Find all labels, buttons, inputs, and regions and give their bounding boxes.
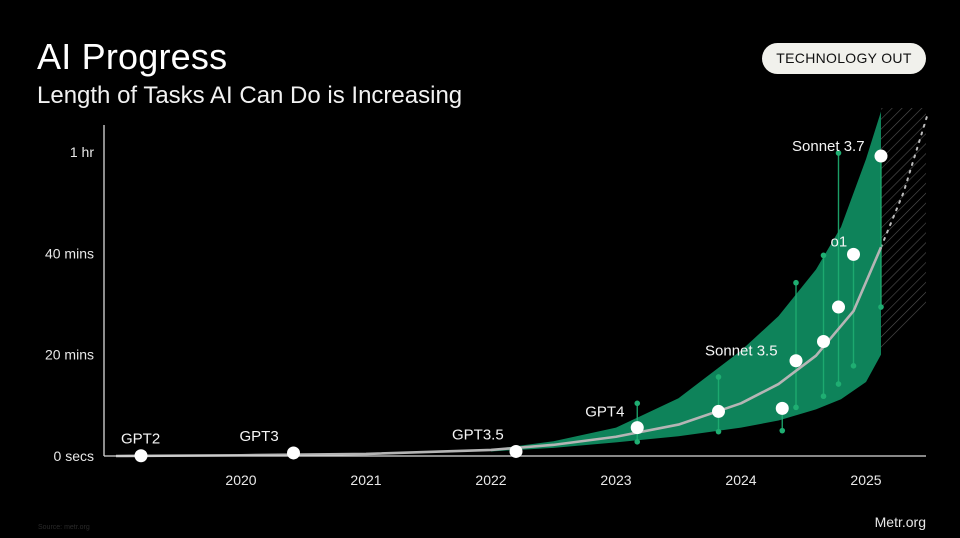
source-credit[interactable]: Metr.org [874,514,926,530]
data-point [847,247,860,261]
x-tick-label: 2021 [350,472,381,488]
data-point [832,300,845,314]
x-tick-label: 2024 [725,472,756,488]
error-bar-low-cap [715,428,722,435]
data-point [287,446,300,460]
point-label: GPT3.5 [452,426,504,443]
projection-area [881,108,926,355]
source-note: Source: metr.org [38,524,90,531]
technology-out-badge[interactable]: TECHNOLOGY OUT [762,43,926,74]
page-subtitle: Length of Tasks AI Can Do is Increasing [37,82,463,109]
error-bar-low-cap [878,304,884,310]
x-tick-label: 2020 [225,472,256,488]
data-point [874,149,888,163]
error-bar-low-cap [793,404,799,411]
y-tick-label: 1 hr [70,144,94,160]
x-tick-label: 2023 [600,472,631,488]
data-point [817,334,830,348]
point-label: o1 [831,233,848,250]
data-point [509,444,523,458]
point-label: Sonnet 3.7 [792,138,865,155]
y-tick-label: 40 mins [45,245,94,261]
point-label: GPT4 [585,404,624,421]
error-bar-high-cap [715,374,722,380]
x-tick-label: 2025 [850,472,881,488]
y-tick-label: 0 secs [54,448,94,464]
point-label: Sonnet 3.5 [705,343,778,360]
x-tick-label: 2022 [475,472,506,488]
error-bar-low-cap [779,427,786,434]
confidence-band [491,111,881,452]
point-label: GPT2 [121,431,160,448]
data-point [134,449,148,463]
error-bar-high-cap [634,400,641,407]
data-point [630,421,644,435]
error-bar-high-cap [793,279,799,286]
error-bar-high-cap [820,252,827,259]
trend-line [115,246,883,458]
y-tick-label: 20 mins [45,347,94,363]
page-title: AI Progress [37,36,228,77]
error-bar-low-cap [820,393,827,400]
error-bar-low-cap [634,439,641,445]
error-bar-low-cap [850,363,857,369]
point-label: GPT3 [240,428,279,445]
error-bar-low-cap [835,381,842,387]
error-bar-high-cap [835,150,842,156]
data-point [789,354,803,368]
data-point [775,401,789,415]
projection-hatch [880,108,930,355]
data-point [712,404,725,418]
